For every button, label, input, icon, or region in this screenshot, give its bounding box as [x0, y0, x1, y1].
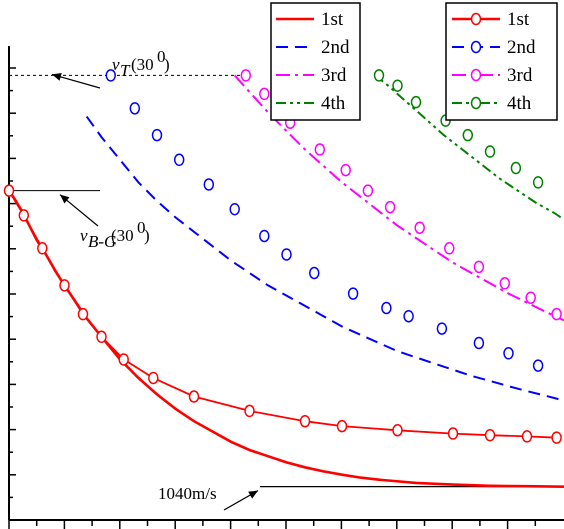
- data-point-2nd: [532, 359, 544, 372]
- data-point-2nd: [473, 336, 485, 350]
- vBG-label-close: ): [144, 226, 150, 245]
- data-point-1st: [18, 209, 30, 222]
- series-line-2nd: [85, 116, 564, 402]
- data-point-1st: [59, 279, 70, 292]
- data-point-1st: [77, 307, 89, 321]
- data-point-1st: [521, 430, 533, 443]
- vBG-arrow-head: [60, 194, 70, 204]
- data-point-2nd: [281, 248, 292, 261]
- vBG-label-sup: 0: [137, 218, 146, 237]
- data-point-3rd: [340, 163, 351, 177]
- data-point-1st: [392, 424, 403, 437]
- legend-label-1st: 1st: [321, 9, 344, 30]
- data-point-1st: [118, 353, 129, 366]
- vT-label-main: v: [112, 55, 120, 74]
- x-ticks: [8, 520, 537, 529]
- data-point-1st: [3, 184, 15, 197]
- data-point-2nd: [436, 322, 448, 335]
- floor-arrow-head: [248, 490, 258, 499]
- vT-label-arg: (30: [131, 55, 154, 74]
- legend-label-4th: 4th: [321, 93, 346, 114]
- data-point-2nd: [259, 229, 270, 243]
- data-point-3rd: [525, 291, 536, 304]
- vT-annotation: v T (30 0 ): [112, 47, 170, 80]
- data-point-1st: [336, 419, 348, 433]
- data-point-2nd: [403, 309, 414, 323]
- series-markerline-1st: [8, 190, 557, 439]
- data-point-3rd: [551, 307, 562, 321]
- series-line-3rd: [233, 74, 564, 322]
- legend-marker-2nd: [470, 40, 482, 54]
- y-ticks: [9, 67, 16, 521]
- data-point-4th: [532, 176, 544, 189]
- data-point-2nd: [503, 347, 514, 360]
- data-point-2nd: [173, 153, 185, 167]
- data-point-2nd: [203, 178, 215, 191]
- data-point-3rd: [259, 87, 270, 101]
- data-point-3rd: [384, 200, 396, 214]
- data-point-4th: [410, 95, 422, 109]
- vBG-label-arg: (30: [111, 226, 134, 245]
- legend-label-1st: 1st: [507, 9, 530, 30]
- data-point-1st: [551, 431, 562, 444]
- floor-label: 1040m/s: [158, 484, 217, 503]
- legend-lines: 1st 2nd 3rd 4th: [270, 2, 361, 121]
- data-point-1st: [148, 371, 159, 385]
- data-point-2nd: [229, 202, 240, 216]
- vBG-label-main: v: [80, 226, 88, 245]
- reference-lines: [9, 73, 564, 511]
- data-point-3rd: [414, 221, 425, 234]
- data-point-2nd: [347, 287, 359, 300]
- legend-label-3rd: 3rd: [321, 65, 347, 86]
- legend-label-2nd: 2nd: [321, 37, 350, 58]
- vBG-annotation: v B-G (30 0 ): [80, 218, 150, 251]
- legend-label-4th: 4th: [507, 93, 532, 114]
- data-point-1st: [188, 390, 200, 403]
- vBG-label-sub: B-G: [88, 232, 116, 251]
- legend-circles: 1st 2nd 3rd 4th: [445, 2, 558, 121]
- data-point-1st: [447, 427, 459, 440]
- series-lines: [7, 74, 564, 488]
- vT-label-sup: 0: [157, 47, 166, 66]
- vT-label-close: ): [164, 55, 170, 74]
- data-point-1st: [484, 428, 496, 442]
- data-point-3rd: [314, 143, 326, 156]
- data-point-1st: [244, 404, 255, 418]
- vT-label-sub: T: [120, 61, 131, 80]
- legend-label-3rd: 3rd: [507, 65, 533, 86]
- data-point-2nd: [309, 266, 320, 280]
- data-point-3rd: [362, 184, 374, 197]
- data-point-3rd: [444, 242, 455, 255]
- data-point-1st: [96, 330, 107, 344]
- legend-marker-4th: [470, 96, 482, 110]
- data-point-4th: [510, 161, 522, 175]
- data-point-4th: [484, 145, 496, 158]
- data-point-1st: [37, 242, 48, 255]
- vT-arrow-head: [52, 73, 62, 81]
- series-markers: [3, 69, 562, 444]
- data-point-3rd: [499, 277, 511, 290]
- legend-marker-3rd: [470, 68, 482, 82]
- legend-label-2nd: 2nd: [507, 37, 536, 58]
- data-point-4th: [392, 79, 403, 92]
- data-point-2nd: [381, 301, 392, 315]
- data-point-2nd: [151, 128, 163, 142]
- data-point-3rd: [240, 69, 252, 82]
- data-point-2nd: [129, 102, 141, 115]
- legend-marker-1st: [470, 12, 482, 26]
- data-point-4th: [373, 69, 385, 82]
- data-point-3rd: [473, 260, 485, 274]
- series-line-4th: [374, 74, 564, 221]
- data-point-2nd: [105, 69, 116, 82]
- data-point-4th: [462, 128, 474, 142]
- data-point-1st: [299, 414, 311, 428]
